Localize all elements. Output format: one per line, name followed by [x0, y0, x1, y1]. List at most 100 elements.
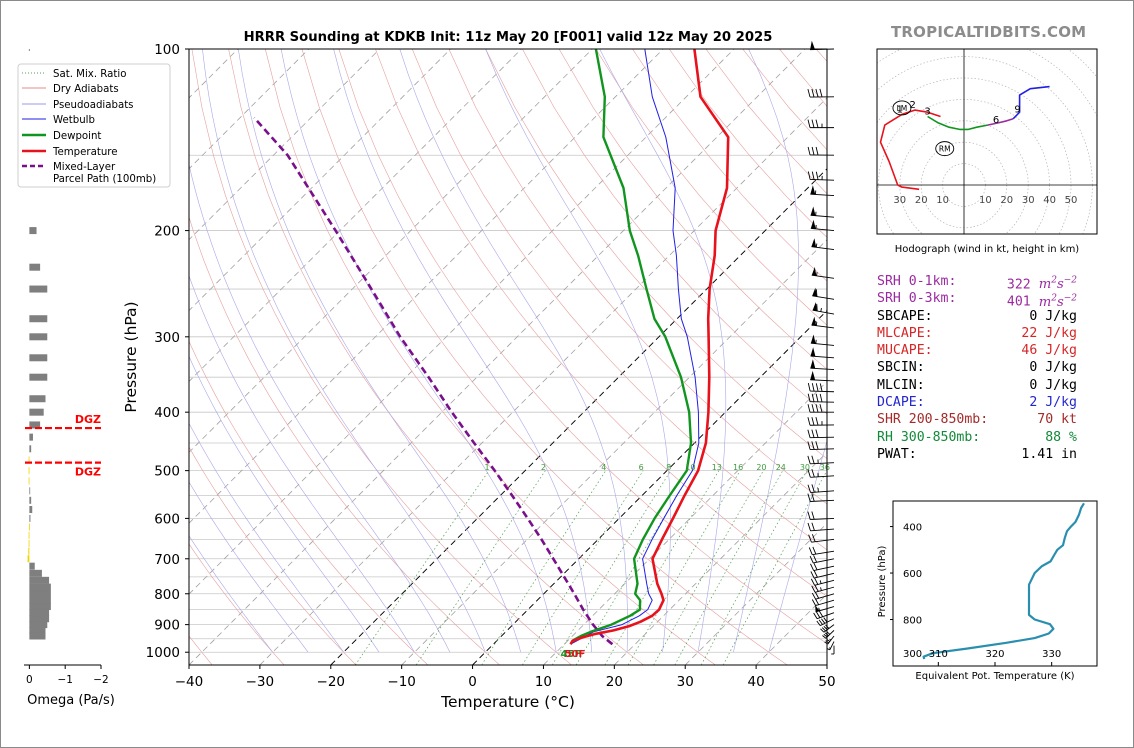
site-brand: TROPICALTIDBITS.COM — [891, 23, 1087, 41]
height-label: 2 — [909, 100, 915, 111]
hodograph-frame — [876, 48, 1098, 235]
pseudoadiabat — [238, 49, 522, 653]
x-tick-label: 20 — [606, 674, 623, 690]
dgz-label: DGZ — [75, 413, 101, 426]
omega-bar — [29, 373, 48, 381]
pseudoadiabat — [189, 481, 309, 653]
wind-barb — [808, 534, 835, 543]
mixing-ratio-label: 6 — [639, 463, 644, 472]
pseudoadiabat — [189, 535, 273, 653]
isotherm-line — [189, 49, 380, 241]
wind-barb — [807, 469, 835, 478]
omega-bar — [29, 285, 48, 293]
omega-bar — [28, 477, 30, 485]
temperature-line — [569, 49, 730, 645]
stat-label: MLCIN: — [877, 377, 925, 393]
dgz-label: DGZ — [75, 466, 101, 479]
dry-adiabat — [375, 49, 827, 597]
surface-dewpoint-label: 45F — [561, 649, 582, 660]
pseudoadiabat — [280, 49, 557, 653]
omega-bar — [29, 523, 30, 531]
stat-label: SHR 200-850mb: — [877, 412, 989, 428]
y-tick-label: 300 — [154, 330, 180, 346]
stat-value: 46 J/kg — [1021, 343, 1077, 359]
omega-bar — [29, 408, 44, 416]
stat-row: MUCAPE: 46 J/kg — [877, 342, 1077, 359]
stat-unit: m2s−2 — [1038, 276, 1077, 293]
wind-barb — [810, 562, 835, 572]
theta-e-y-tick-label: 400 — [903, 523, 922, 534]
wind-barb — [810, 577, 835, 586]
theta-e-inner-label: 300 — [903, 649, 922, 660]
wind-barb — [822, 630, 835, 639]
mixing-ratio-label: 16 — [733, 463, 743, 472]
wind-barb — [807, 146, 835, 156]
stat-row: SBCAPE: 0 J/kg — [877, 308, 1077, 325]
legend-label: Pseudoadiabats — [53, 100, 134, 111]
stat-row: SRH 0-3km: 401 m2s−2 — [877, 290, 1077, 310]
wind-barb — [807, 88, 835, 98]
hodograph-tick-label: 10 — [936, 195, 949, 206]
stat-label: MUCAPE: — [877, 343, 933, 359]
dry-adiabat — [485, 49, 827, 460]
wind-barb — [807, 119, 834, 129]
stat-unit: m2s−2 — [1038, 293, 1077, 310]
mixing-ratio-label: 24 — [776, 463, 786, 472]
omega-bar — [29, 609, 50, 617]
dry-adiabat — [189, 543, 285, 665]
stats-panel: SRH 0-1km: 322 m2s−2 SRH 0-3km: 401 m2s−2 SB… — [877, 273, 1077, 463]
omega-bar — [29, 514, 31, 522]
x-tick-label: 50 — [818, 674, 835, 690]
stat-label: SBCAPE: — [877, 308, 933, 324]
stat-label: MLCAPE: — [877, 325, 933, 341]
legend-label: Temperature — [52, 147, 118, 158]
storm-motion-lm — [892, 100, 912, 116]
hodograph-tick-label: 40 — [1043, 195, 1056, 206]
wind-barb — [810, 185, 835, 197]
theta-e-line — [922, 502, 1085, 660]
surface-temperature-label: 50F — [565, 649, 586, 660]
hodograph-trace — [987, 117, 1014, 126]
stat-value: 0 J/kg — [1029, 360, 1077, 376]
dry-adiabat — [189, 446, 357, 665]
isotherm-line — [189, 49, 664, 524]
y-tick-label: 800 — [154, 587, 180, 603]
pseudoadiabat — [189, 274, 415, 653]
stat-value: 1.41 in — [1021, 446, 1077, 462]
stat-label: PWAT: — [877, 446, 917, 462]
dry-adiabat — [265, 49, 716, 665]
wind-barb — [810, 570, 835, 579]
mixing-ratio-label: 1 — [484, 463, 489, 472]
omega-bar — [29, 333, 48, 341]
height-label: 6 — [993, 115, 999, 126]
omega-bar — [28, 547, 30, 555]
height-label: 1 — [897, 104, 903, 115]
wind-barb — [810, 347, 835, 359]
x-tick-label: −40 — [175, 674, 204, 690]
pseudoadiabat — [189, 422, 344, 653]
storm-motion-rm-label: RM — [939, 145, 951, 154]
mixing-ratio-label: 36 — [820, 463, 830, 472]
dry-adiabat — [522, 49, 827, 415]
stat-value: 322 m2s−2 — [1006, 276, 1077, 293]
mixing-ratio-line — [522, 470, 644, 665]
mixing-ratio-line — [355, 470, 490, 665]
omega-bar — [29, 562, 35, 570]
mixing-ratio-label: 13 — [712, 463, 722, 472]
legend: Sat. Mix. Ratio Dry Adiabats Pseudoadiabat… — [17, 63, 171, 188]
wind-barb — [810, 370, 835, 382]
omega-bar — [29, 596, 51, 604]
omega-bar — [29, 496, 32, 504]
mixing-ratio-label: 20 — [756, 463, 766, 472]
wind-barb — [807, 171, 835, 181]
mixing-ratio-line — [674, 470, 784, 665]
wind-barb — [810, 206, 835, 218]
omega-bar — [29, 626, 46, 634]
hodograph-trace — [1012, 85, 1050, 120]
x-tick-label: 0 — [468, 674, 477, 690]
y-tick-label: 200 — [154, 224, 180, 240]
x-tick-label: 10 — [535, 674, 552, 690]
wind-barb — [811, 238, 835, 250]
dry-adiabat — [189, 215, 500, 665]
